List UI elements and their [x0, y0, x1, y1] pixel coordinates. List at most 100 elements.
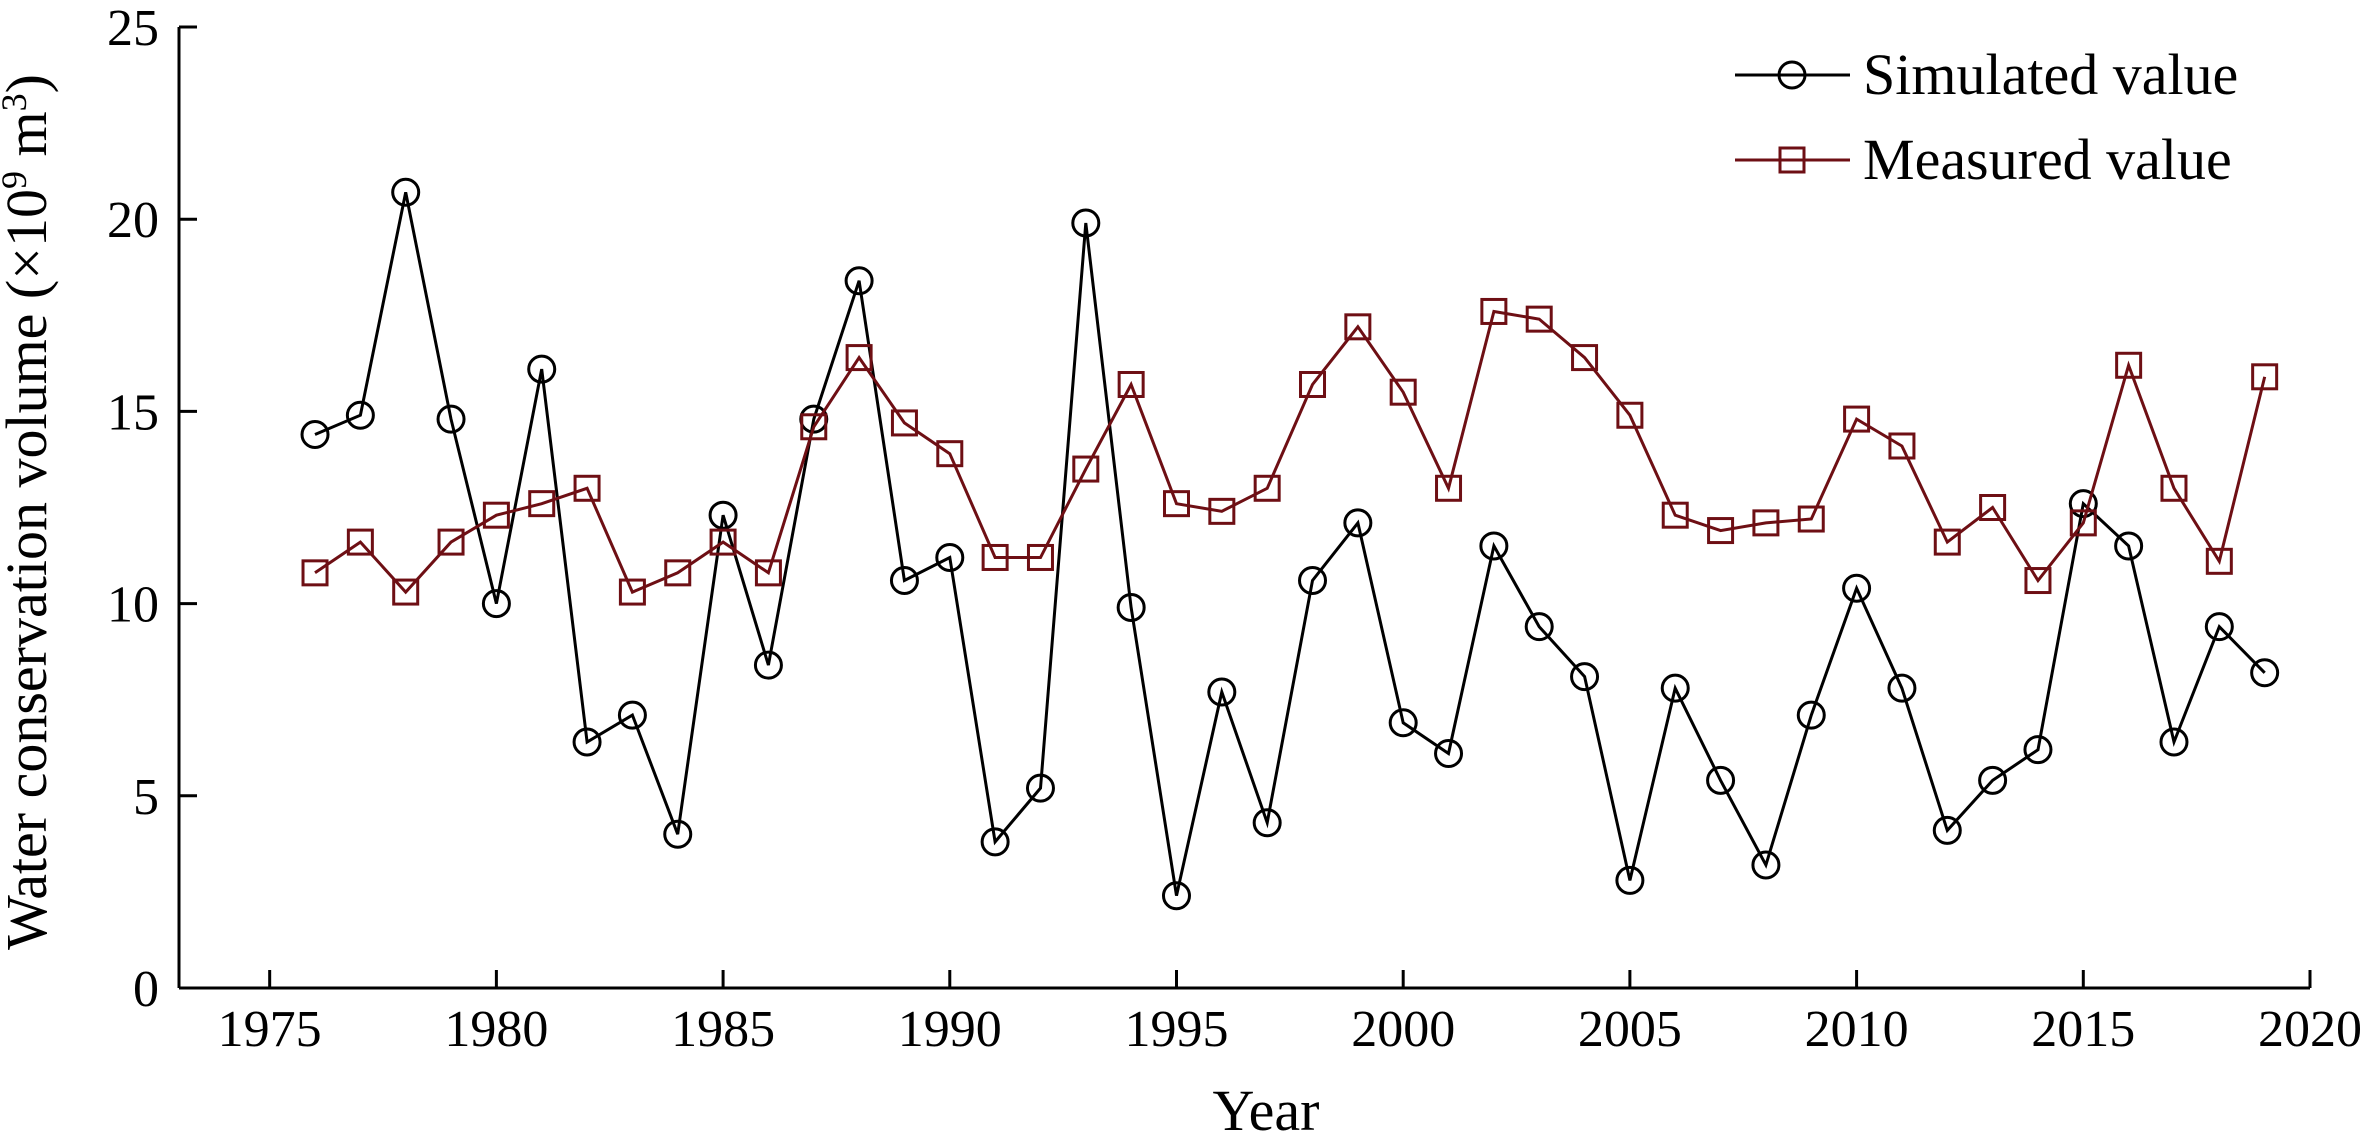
data-point-simulated [1887, 673, 1917, 703]
data-point-measured [1843, 405, 1871, 433]
data-point-measured [1208, 497, 1236, 525]
x-tick-label: 2020 [2258, 1001, 2362, 1058]
legend-item-simulated: Simulated value [1735, 42, 2238, 107]
series-simulated-line [314, 192, 2266, 897]
legend-measured-marker [1778, 146, 1806, 174]
data-point-simulated [527, 354, 557, 384]
data-point-measured [1435, 474, 1463, 502]
y-tick-label: 10 [107, 577, 159, 634]
x-tick-label: 2015 [2031, 1001, 2135, 1058]
x-axis-ticks: 1975 1980 1985 1990 1995 2000 2005 2010 2015 2020 [218, 970, 2362, 1058]
data-point-measured [2160, 474, 2188, 502]
data-point-measured [800, 413, 828, 441]
data-point-measured [1072, 455, 1100, 483]
data-point-simulated [1660, 673, 1690, 703]
x-tick-label: 1980 [444, 1001, 548, 1058]
data-point-simulated [889, 566, 919, 596]
data-point-measured [2069, 509, 2097, 537]
x-tick-label: 1995 [1124, 1001, 1228, 1058]
data-point-simulated [980, 827, 1010, 857]
y-axis-ticks: 0 5 10 15 20 25 [107, 0, 197, 1018]
data-point-measured [2251, 363, 2279, 391]
data-point-measured [1162, 490, 1190, 518]
data-point-measured [346, 528, 374, 556]
data-point-measured [2024, 567, 2052, 595]
x-tick-label: 2010 [1805, 1001, 1909, 1058]
legend: Simulated value Measured value [1735, 42, 2238, 192]
data-point-simulated [2114, 531, 2144, 561]
data-point-simulated [1524, 612, 1554, 642]
x-tick-label: 1985 [671, 1001, 775, 1058]
data-point-measured [890, 409, 918, 437]
x-tick-label: 1975 [218, 1001, 322, 1058]
data-point-simulated [708, 500, 738, 530]
data-point-simulated [391, 177, 421, 207]
legend-simulated-label: Simulated value [1863, 42, 2238, 107]
axes [177, 27, 2310, 990]
legend-simulated-marker [1777, 60, 1807, 90]
y-tick-label: 15 [107, 384, 159, 441]
data-point-measured [1525, 305, 1553, 333]
y-tick-label: 5 [133, 769, 159, 826]
data-point-simulated [2023, 735, 2053, 765]
data-point-simulated [1071, 208, 1101, 238]
series-measured-line [314, 309, 2267, 595]
y-axis-title-exponent: 9 [0, 171, 34, 189]
x-tick-label: 2005 [1578, 1001, 1682, 1058]
data-point-simulated [1116, 592, 1146, 622]
data-point-measured [618, 578, 646, 606]
y-axis-title-main: Water conservation volume (×10 [0, 189, 59, 950]
y-tick-label: 25 [107, 0, 159, 57]
data-point-simulated [1615, 865, 1645, 895]
data-point-simulated [617, 700, 647, 730]
data-point-measured [1299, 370, 1327, 398]
data-point-simulated [1298, 566, 1328, 596]
data-point-measured [2115, 351, 2143, 379]
y-tick-label: 0 [133, 961, 159, 1018]
data-point-measured [1480, 297, 1508, 325]
data-point-measured [301, 559, 329, 587]
data-point-measured [392, 578, 420, 606]
data-point-measured [1888, 432, 1916, 460]
data-point-simulated [1434, 739, 1464, 769]
data-point-simulated [844, 266, 874, 296]
data-point-measured [573, 474, 601, 502]
data-point-simulated [1570, 662, 1600, 692]
data-point-measured [936, 440, 964, 468]
x-tick-label: 2000 [1351, 1001, 1455, 1058]
data-point-simulated [1978, 765, 2008, 795]
data-point-simulated [1796, 700, 1826, 730]
y-axis-title-close: ) [0, 74, 59, 93]
data-point-simulated [2204, 612, 2234, 642]
data-point-measured [482, 501, 510, 529]
data-point-simulated [1932, 815, 1962, 845]
data-point-simulated [345, 400, 375, 430]
data-point-measured [1616, 401, 1644, 429]
data-point-simulated [935, 542, 965, 572]
data-point-measured [1933, 528, 1961, 556]
data-point-simulated [300, 419, 330, 449]
y-axis-title-unit-exponent: 3 [0, 93, 34, 111]
data-point-measured [709, 528, 737, 556]
data-point-simulated [436, 404, 466, 434]
data-point-measured [1707, 517, 1735, 545]
data-point-simulated [1252, 808, 1282, 838]
series-simulated [300, 177, 2280, 911]
data-point-simulated [1343, 508, 1373, 538]
data-point-simulated [572, 727, 602, 757]
data-point-simulated [753, 650, 783, 680]
series-measured [301, 297, 2279, 606]
data-point-measured [1797, 505, 1825, 533]
y-axis-title: Water conservation volume (×109 m3) [0, 74, 59, 950]
data-point-measured [981, 543, 1009, 571]
data-point-measured [664, 559, 692, 587]
data-point-simulated [2159, 727, 2189, 757]
data-point-measured [1344, 313, 1372, 341]
series-layer [300, 177, 2280, 911]
data-point-measured [754, 559, 782, 587]
legend-item-measured: Measured value [1735, 127, 2232, 192]
legend-measured-label: Measured value [1863, 127, 2232, 192]
data-point-measured [1661, 501, 1689, 529]
data-point-measured [1026, 543, 1054, 571]
